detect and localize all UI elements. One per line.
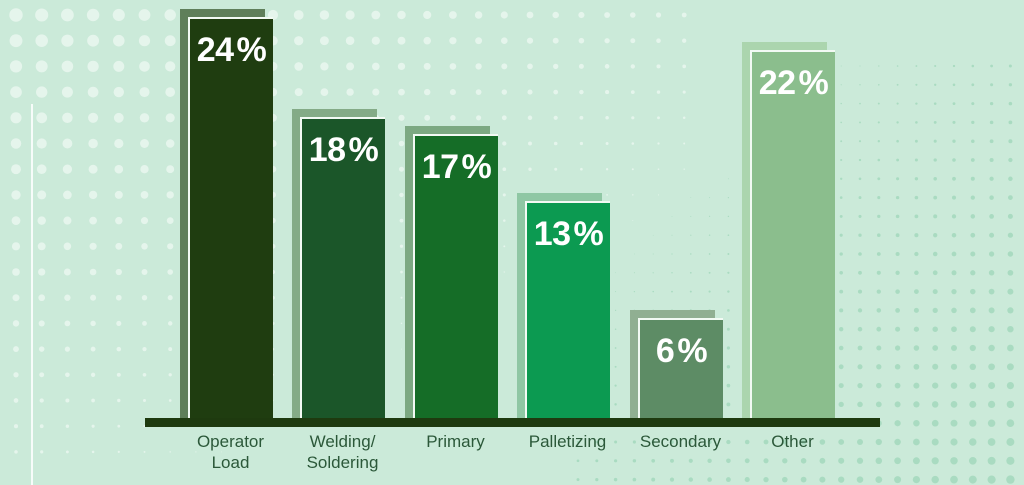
bar-rect-secondary: 6% xyxy=(638,318,723,418)
percent-sign: % xyxy=(348,131,379,169)
percent-sign: % xyxy=(461,148,492,186)
bar-value: 18 xyxy=(308,131,346,169)
x-axis-line xyxy=(145,418,880,427)
bar-value: 24 xyxy=(196,31,234,69)
bar-category-label: Palletizing xyxy=(528,432,607,451)
percent-sign: % xyxy=(798,64,829,102)
bar-category-label: Secondary xyxy=(639,432,722,451)
bar-rect-welding-soldering: 18% xyxy=(300,117,385,418)
bar-rect-primary: 17% xyxy=(413,134,498,418)
bar-value: 6 xyxy=(655,332,675,370)
bar-rect-palletizing: 13% xyxy=(525,201,610,418)
bar-value-label: 17% xyxy=(422,150,492,184)
bar-value: 13 xyxy=(533,215,571,253)
bar-category-label: Operator Load xyxy=(196,432,265,472)
bar-value-label: 6% xyxy=(655,332,708,370)
bar-category-label: Other xyxy=(771,432,814,451)
bar-category-label: Welding/ Soldering xyxy=(306,432,379,472)
bar-category-label: Primary xyxy=(426,432,485,451)
bar-value-label: 24% xyxy=(197,33,267,67)
bar-value-label: 22% xyxy=(759,66,829,100)
decor-vertical-line xyxy=(31,104,33,485)
bar-rect-operator-load: 24% xyxy=(188,17,273,418)
percent-sign: % xyxy=(236,31,267,69)
bar-rect-other: 22% xyxy=(750,50,835,418)
bar-value: 22 xyxy=(758,64,796,102)
percent-sign: % xyxy=(573,215,604,253)
percent-sign: % xyxy=(677,332,708,370)
bar-value: 17 xyxy=(421,148,459,186)
bar-value-label: 18% xyxy=(309,133,379,167)
bar-value-label: 13% xyxy=(534,217,604,251)
